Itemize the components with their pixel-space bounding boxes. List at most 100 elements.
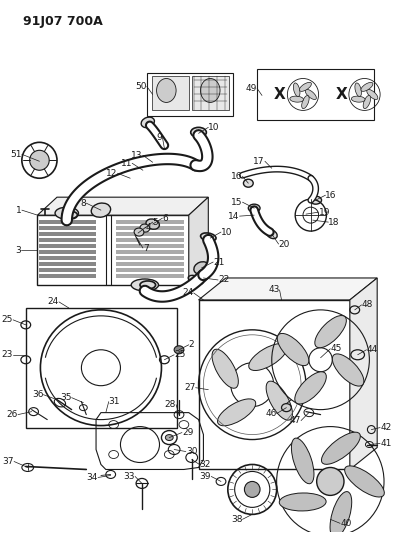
Ellipse shape — [345, 466, 384, 497]
Bar — [192, 77, 229, 110]
Bar — [40, 244, 96, 248]
Ellipse shape — [30, 150, 49, 170]
Text: 26: 26 — [7, 410, 18, 419]
Text: 18: 18 — [328, 217, 340, 227]
Text: 34: 34 — [87, 473, 98, 482]
Text: 2: 2 — [189, 340, 194, 349]
Ellipse shape — [317, 467, 344, 495]
Polygon shape — [350, 278, 377, 470]
Ellipse shape — [290, 96, 303, 102]
Ellipse shape — [295, 372, 326, 404]
Text: 23: 23 — [2, 350, 13, 359]
Text: 32: 32 — [199, 460, 211, 469]
Text: 8: 8 — [81, 199, 86, 208]
Ellipse shape — [367, 90, 378, 100]
Ellipse shape — [140, 224, 150, 232]
Ellipse shape — [363, 95, 371, 109]
Ellipse shape — [131, 279, 158, 291]
Text: 12: 12 — [106, 169, 118, 177]
Bar — [116, 262, 184, 266]
Text: X: X — [336, 87, 348, 102]
Bar — [40, 238, 96, 242]
Text: 27: 27 — [184, 383, 196, 392]
Ellipse shape — [243, 179, 253, 187]
Bar — [40, 268, 96, 272]
Polygon shape — [38, 197, 208, 215]
Text: 6: 6 — [162, 214, 168, 223]
Ellipse shape — [266, 230, 277, 239]
Ellipse shape — [293, 83, 300, 96]
Bar — [116, 244, 184, 248]
Bar — [40, 226, 96, 230]
Text: 16: 16 — [231, 172, 243, 181]
Ellipse shape — [315, 316, 346, 348]
Text: 42: 42 — [380, 423, 391, 432]
Text: 5: 5 — [152, 217, 158, 227]
Text: 38: 38 — [231, 515, 243, 524]
Text: 50: 50 — [135, 82, 147, 91]
Text: 25: 25 — [174, 350, 186, 359]
Bar — [116, 256, 184, 260]
Text: 11: 11 — [120, 159, 132, 168]
Bar — [116, 220, 184, 224]
Ellipse shape — [279, 493, 326, 511]
Ellipse shape — [248, 204, 260, 212]
Ellipse shape — [141, 117, 154, 127]
Text: 40: 40 — [340, 519, 352, 528]
Bar — [26, 308, 177, 427]
Text: 3: 3 — [15, 246, 21, 255]
Text: 43: 43 — [268, 286, 280, 294]
Bar — [40, 232, 96, 236]
Text: 49: 49 — [246, 84, 257, 93]
Text: 9: 9 — [157, 133, 162, 142]
Bar — [257, 69, 374, 120]
Text: 48: 48 — [361, 301, 373, 309]
Ellipse shape — [302, 95, 309, 109]
Bar — [40, 250, 96, 254]
Bar — [40, 256, 96, 260]
Text: 46: 46 — [265, 409, 276, 418]
Ellipse shape — [191, 127, 206, 138]
Bar — [40, 220, 96, 224]
Text: 45: 45 — [330, 344, 342, 353]
Text: 24: 24 — [48, 297, 59, 306]
Text: 13: 13 — [132, 151, 143, 160]
Ellipse shape — [355, 83, 361, 96]
Ellipse shape — [266, 381, 292, 420]
Bar — [116, 232, 184, 236]
Text: 10: 10 — [208, 123, 220, 132]
Text: 37: 37 — [2, 457, 14, 466]
Text: X: X — [274, 87, 286, 102]
Text: 16: 16 — [325, 191, 337, 200]
Text: 39: 39 — [200, 472, 211, 481]
Text: 4: 4 — [146, 223, 151, 232]
Ellipse shape — [134, 228, 144, 236]
Ellipse shape — [292, 438, 314, 484]
Bar — [116, 238, 184, 242]
Text: 15: 15 — [231, 198, 243, 207]
Text: 35: 35 — [60, 393, 71, 402]
Ellipse shape — [212, 349, 238, 388]
Text: 33: 33 — [124, 472, 135, 481]
Ellipse shape — [361, 83, 373, 91]
Bar — [40, 262, 96, 266]
Ellipse shape — [352, 96, 365, 102]
Text: 29: 29 — [182, 428, 193, 437]
Text: 30: 30 — [186, 447, 198, 456]
Bar — [40, 274, 96, 278]
Text: 7: 7 — [143, 244, 149, 253]
Ellipse shape — [146, 219, 160, 229]
Text: 10: 10 — [221, 228, 233, 237]
Text: 1: 1 — [16, 206, 22, 215]
Text: 22: 22 — [218, 276, 229, 285]
Ellipse shape — [156, 78, 176, 102]
Polygon shape — [199, 278, 377, 300]
Text: 36: 36 — [32, 390, 43, 399]
Text: 17: 17 — [254, 157, 265, 166]
Ellipse shape — [299, 83, 311, 91]
Text: 24: 24 — [182, 288, 194, 297]
Bar — [152, 77, 189, 110]
Ellipse shape — [201, 78, 220, 102]
Text: 19: 19 — [319, 208, 330, 216]
Ellipse shape — [91, 203, 111, 217]
